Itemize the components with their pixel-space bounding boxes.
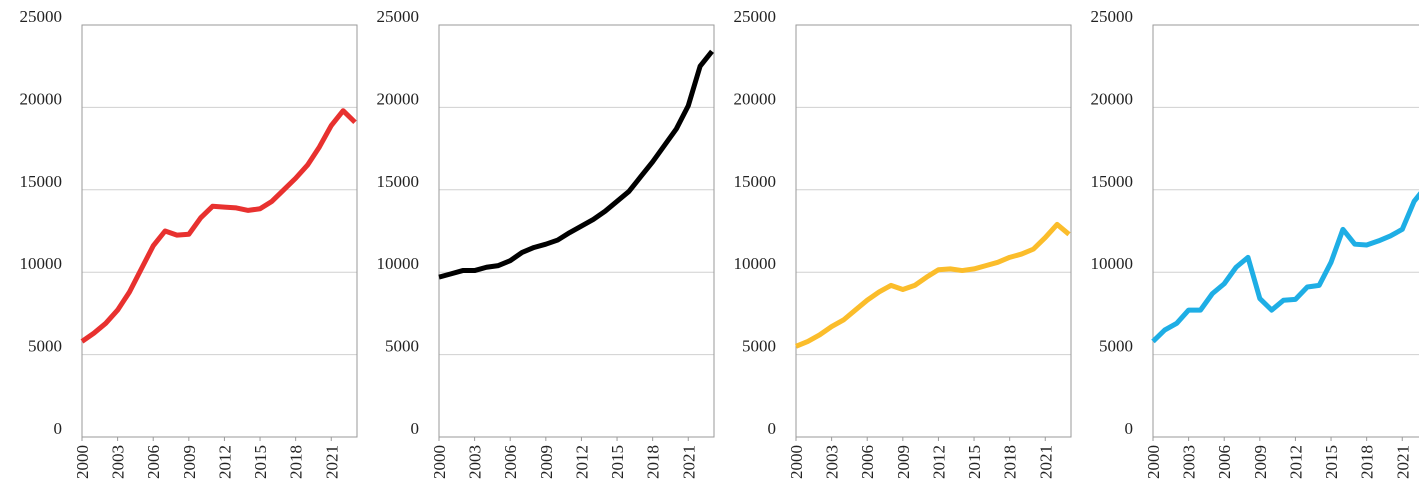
line-chart: 0 5000 10000 15000 20000 25000 2000 2003 2006 200…: [377, 7, 715, 479]
x-tick-label: 2006: [501, 445, 520, 479]
x-tick-label: 2012: [929, 445, 948, 479]
x-tick-label: 2000: [73, 445, 92, 479]
y-tick-label: 0: [1125, 419, 1134, 438]
y-tick-label: 25000: [734, 7, 777, 26]
y-tick-label: 10000: [377, 254, 420, 273]
x-tick-label: 2018: [644, 445, 663, 479]
x-tick-label: 2021: [1036, 445, 1055, 479]
x-tick-label: 2021: [322, 445, 341, 479]
x-tick-label: 2015: [1322, 445, 1341, 479]
x-tick-label: 2003: [1180, 445, 1199, 479]
x-tick-label: 2021: [679, 445, 698, 479]
y-tick-label: 15000: [20, 172, 63, 191]
y-tick-label: 10000: [734, 254, 777, 273]
plot-frame: [1152, 24, 1419, 438]
x-tick-label: 2012: [572, 445, 591, 479]
x-tick-label: 2018: [287, 445, 306, 479]
y-tick-label: 25000: [20, 7, 63, 26]
x-tick-label: 2012: [1286, 445, 1305, 479]
x-tick-label: 2012: [215, 445, 234, 479]
y-tick-label: 15000: [1091, 172, 1134, 191]
x-tick-label: 2000: [787, 445, 806, 479]
x-tick-label: 2006: [1215, 445, 1234, 479]
y-tick-label: 20000: [1091, 89, 1134, 108]
y-tick-label: 5000: [742, 337, 776, 356]
y-tick-label: 10000: [20, 254, 63, 273]
x-tick-label: 2018: [1358, 445, 1377, 479]
y-tick-label: 0: [54, 419, 63, 438]
data-line: [795, 221, 1071, 349]
data-line: [438, 49, 714, 280]
x-tick-label: 2000: [430, 445, 449, 479]
line-chart: 0 5000 10000 15000 20000 25000 2000 2003 2006 200…: [1091, 7, 1419, 479]
x-tick-label: 2009: [180, 445, 199, 479]
x-tick-label: 2006: [858, 445, 877, 479]
y-tick-label: 20000: [20, 89, 63, 108]
y-tick-label: 15000: [377, 172, 420, 191]
y-tick-label: 5000: [1099, 337, 1133, 356]
data-line: [1151, 191, 1419, 344]
y-tick-label: 5000: [385, 337, 419, 356]
x-tick-label: 2009: [1251, 445, 1270, 479]
plot-frame: [81, 24, 358, 438]
x-tick-label: 2006: [144, 445, 163, 479]
y-tick-label: 0: [768, 419, 777, 438]
y-tick-label: 25000: [377, 7, 420, 26]
x-tick-label: 2015: [251, 445, 270, 479]
y-tick-label: 5000: [28, 337, 62, 356]
line-chart: 0 5000 10000 15000 20000 25000 2000 2003 2006 200…: [734, 7, 1072, 479]
plot-frame: [438, 24, 715, 438]
x-tick-label: 2021: [1393, 445, 1412, 479]
y-tick-label: 15000: [734, 172, 777, 191]
y-tick-label: 10000: [1091, 254, 1134, 273]
y-tick-label: 20000: [734, 89, 777, 108]
y-tick-label: 25000: [1091, 7, 1134, 26]
x-tick-label: 2009: [537, 445, 556, 479]
x-tick-label: 2000: [1144, 445, 1163, 479]
plot-frame: [795, 24, 1072, 438]
x-tick-label: 2015: [608, 445, 627, 479]
x-tick-label: 2015: [965, 445, 984, 479]
x-tick-label: 2003: [823, 445, 842, 479]
x-tick-label: 2018: [1001, 445, 1020, 479]
x-tick-label: 2009: [894, 445, 913, 479]
x-tick-label: 2003: [109, 445, 128, 479]
y-tick-label: 0: [411, 419, 420, 438]
x-tick-label: 2003: [466, 445, 485, 479]
line-chart: 0 5000 10000 15000 20000 25000 2000 2003 2006 200…: [20, 7, 358, 479]
y-tick-label: 20000: [377, 89, 420, 108]
data-line: [80, 108, 357, 344]
